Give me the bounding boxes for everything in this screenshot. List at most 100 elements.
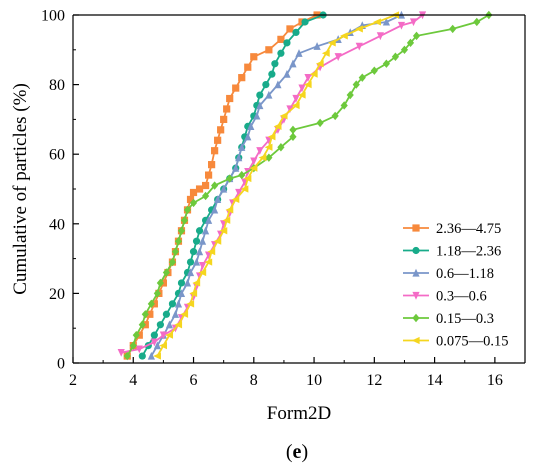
data-point [153, 289, 161, 298]
legend-label: 0.15—0.3 [436, 311, 494, 327]
data-point [138, 320, 146, 329]
y-axis-ticks: 0 20 40 60 80 100 [41, 8, 79, 373]
data-point [232, 163, 240, 172]
data-point [346, 90, 354, 100]
data-point [198, 268, 207, 277]
data-point [201, 191, 210, 201]
data-point [340, 32, 348, 40]
data-point [301, 18, 309, 26]
data-point [195, 185, 204, 193]
x-axis-ticks: 2 4 6 8 10 12 14 16 [69, 357, 503, 389]
data-point [292, 94, 300, 103]
legend-marker [412, 246, 420, 255]
x-tick-label: 16 [487, 372, 503, 389]
y-tick-label: 20 [49, 286, 65, 303]
data-point [265, 46, 273, 54]
data-point [277, 143, 285, 152]
data-point [186, 268, 195, 277]
legend-label: 0.6—1.18 [436, 266, 494, 282]
data-point [240, 185, 249, 193]
data-point [174, 299, 183, 308]
data-point [174, 237, 183, 246]
data-point [412, 31, 421, 41]
data-point [274, 80, 282, 89]
data-point [211, 147, 219, 155]
data-point [355, 25, 363, 33]
data-point [327, 39, 336, 47]
x-tick-label: 4 [129, 372, 137, 389]
legend-item-3: 0.6—1.18 [403, 266, 494, 282]
x-tick-label: 10 [306, 372, 322, 389]
data-point [449, 24, 457, 34]
data-point [253, 111, 261, 120]
data-point [220, 184, 228, 193]
data-point [123, 351, 131, 361]
data-point [150, 331, 158, 339]
data-point [156, 321, 164, 329]
data-point [309, 70, 318, 78]
data-point [129, 341, 137, 350]
legend-marker [412, 268, 420, 277]
data-point [195, 227, 204, 235]
legend-item-6: 0.075—0.15 [403, 334, 509, 350]
series-2 [138, 11, 327, 360]
data-point [232, 84, 240, 92]
y-tick-label: 80 [49, 77, 65, 94]
data-point [165, 320, 174, 329]
legend-label: 1.18—2.36 [436, 244, 501, 260]
data-point [204, 258, 213, 266]
data-point [297, 91, 306, 99]
legend-label: 2.36—4.75 [436, 221, 501, 237]
data-point [117, 348, 125, 357]
y-tick-label: 100 [41, 8, 65, 25]
data-point [283, 69, 291, 78]
data-point [213, 237, 222, 245]
data-point [207, 248, 216, 256]
data-point [473, 17, 481, 27]
data-point [162, 268, 171, 277]
data-point [352, 80, 360, 89]
data-point [192, 257, 201, 266]
data-point [244, 132, 252, 141]
data-point [262, 81, 270, 89]
data-point [189, 198, 198, 208]
data-point [226, 94, 234, 103]
data-point [162, 310, 171, 318]
data-point [370, 66, 378, 75]
data-point [334, 53, 342, 61]
data-point [201, 181, 210, 190]
data-point [189, 248, 198, 256]
data-point [165, 331, 174, 339]
data-point [244, 63, 252, 71]
data-point [231, 195, 240, 204]
data-point [268, 70, 276, 78]
data-point [156, 278, 164, 288]
data-point [340, 101, 348, 110]
data-point [265, 153, 273, 162]
data-point [271, 60, 279, 68]
data-point [180, 310, 189, 318]
legend-marker [412, 291, 420, 300]
data-point [382, 59, 390, 68]
data-point [289, 59, 297, 68]
data-point [406, 38, 415, 48]
data-point [249, 164, 258, 172]
data-point [159, 331, 167, 340]
data-point [226, 174, 234, 183]
legend-marker [411, 336, 420, 345]
data-point [186, 300, 195, 308]
data-point [304, 74, 312, 82]
data-point [180, 216, 189, 225]
data-point [223, 105, 231, 113]
data-point [211, 205, 219, 214]
data-point [279, 112, 288, 120]
data-point [201, 226, 210, 235]
x-tick-label: 2 [69, 372, 77, 389]
data-point [147, 299, 155, 309]
legend-item-5: 0.15—0.3 [403, 311, 494, 327]
data-point [177, 289, 186, 297]
data-point [298, 84, 306, 93]
data-point [135, 345, 143, 354]
data-point [313, 42, 321, 50]
data-point [208, 161, 216, 169]
